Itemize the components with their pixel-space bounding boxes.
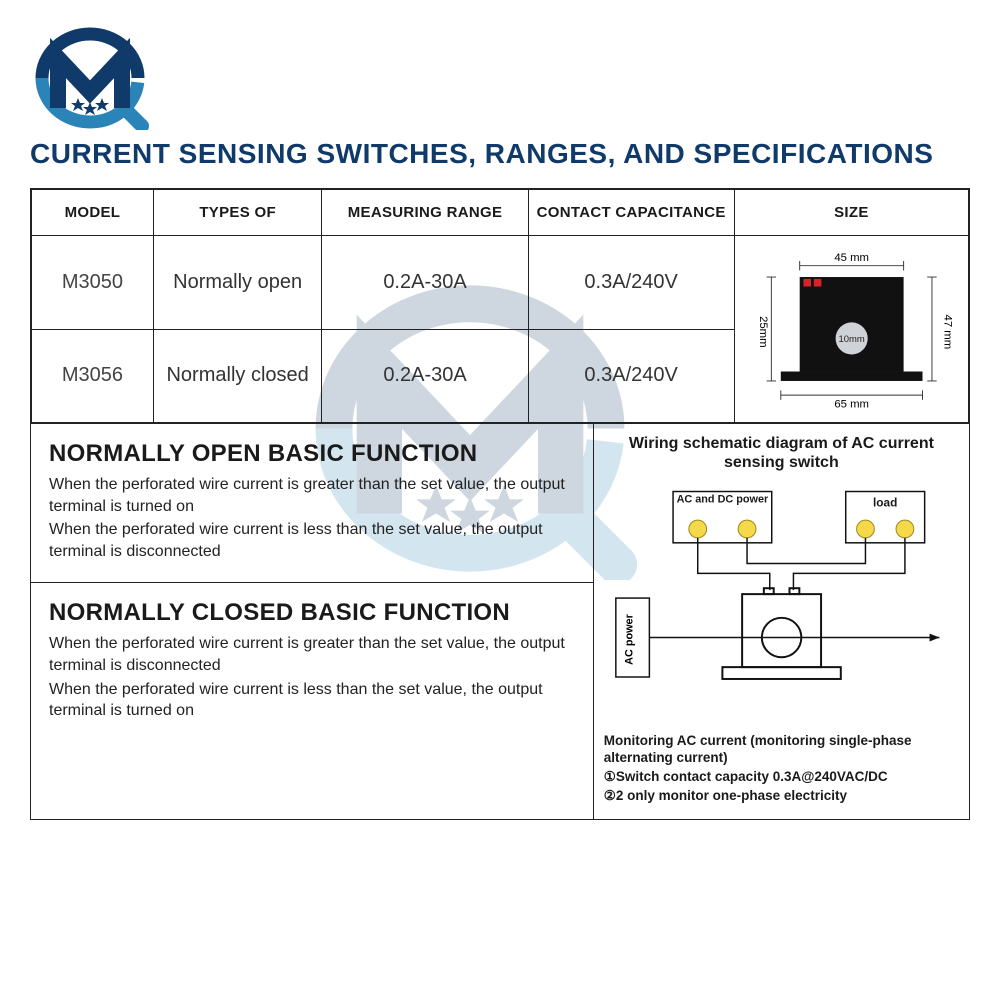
func-open-line: When the perforated wire current is grea…	[49, 474, 575, 517]
cell-cap: 0.3A/240V	[528, 329, 734, 423]
th-model: MODEL	[32, 190, 154, 236]
functions-column: NORMALLY OPEN BASIC FUNCTION When the pe…	[31, 424, 594, 819]
cell-type: Normally open	[153, 236, 322, 330]
cell-model: M3056	[32, 329, 154, 423]
func-open-heading: NORMALLY OPEN BASIC FUNCTION	[49, 440, 575, 468]
table-header-row: MODEL TYPES OF MEASURING RANGE CONTACT C…	[32, 190, 969, 236]
wiring-note: ②2 only monitor one-phase electricity	[604, 788, 959, 805]
wiring-column: Wiring schematic diagram of AC current s…	[594, 424, 969, 819]
func-closed-line: When the perforated wire current is less…	[49, 679, 575, 722]
lower-grid: NORMALLY OPEN BASIC FUNCTION When the pe…	[31, 423, 969, 819]
dim-bottom: 65 mm	[834, 398, 869, 410]
wiring-load-label: load	[846, 496, 925, 510]
wiring-diagram: AC and DC power load	[604, 478, 959, 728]
func-open: NORMALLY OPEN BASIC FUNCTION When the pe…	[31, 424, 593, 582]
th-range: MEASURING RANGE	[322, 190, 528, 236]
cell-type: Normally closed	[153, 329, 322, 423]
func-closed-heading: NORMALLY CLOSED BASIC FUNCTION	[49, 599, 575, 627]
wiring-note: ①Switch contact capacity 0.3A@240VAC/DC	[604, 769, 959, 786]
cell-range: 0.2A-30A	[322, 329, 528, 423]
cell-range: 0.2A-30A	[322, 236, 528, 330]
wiring-side-label: AC power	[623, 614, 635, 665]
table-row: M3050 Normally open 0.2A-30A 0.3A/240V	[32, 236, 969, 330]
func-open-line: When the perforated wire current is less…	[49, 519, 575, 562]
page-title: CURRENT SENSING SWITCHES, RANGES, AND SP…	[30, 138, 970, 170]
wiring-power-label: AC and DC power	[673, 494, 772, 506]
dim-hole: 10mm	[838, 334, 864, 345]
th-size: SIZE	[734, 190, 968, 236]
th-type: TYPES OF	[153, 190, 322, 236]
content-frame: MODEL TYPES OF MEASURING RANGE CONTACT C…	[30, 188, 970, 820]
func-closed: NORMALLY CLOSED BASIC FUNCTION When the …	[31, 582, 593, 741]
cell-cap: 0.3A/240V	[528, 236, 734, 330]
spec-table: MODEL TYPES OF MEASURING RANGE CONTACT C…	[31, 189, 969, 423]
dim-top: 45 mm	[834, 252, 869, 264]
wiring-notes-heading: Monitoring AC current (monitoring single…	[604, 733, 959, 767]
wiring-notes: Monitoring AC current (monitoring single…	[604, 733, 959, 805]
dim-right: 47 mm	[941, 315, 953, 350]
cell-size-diagram: 45 mm 10mm	[734, 236, 968, 423]
func-closed-line: When the perforated wire current is grea…	[49, 633, 575, 676]
wiring-title: Wiring schematic diagram of AC current s…	[604, 434, 959, 472]
th-cap: CONTACT CAPACITANCE	[528, 190, 734, 236]
brand-logo	[30, 20, 150, 130]
cell-model: M3050	[32, 236, 154, 330]
dim-left: 25mm	[757, 316, 769, 347]
